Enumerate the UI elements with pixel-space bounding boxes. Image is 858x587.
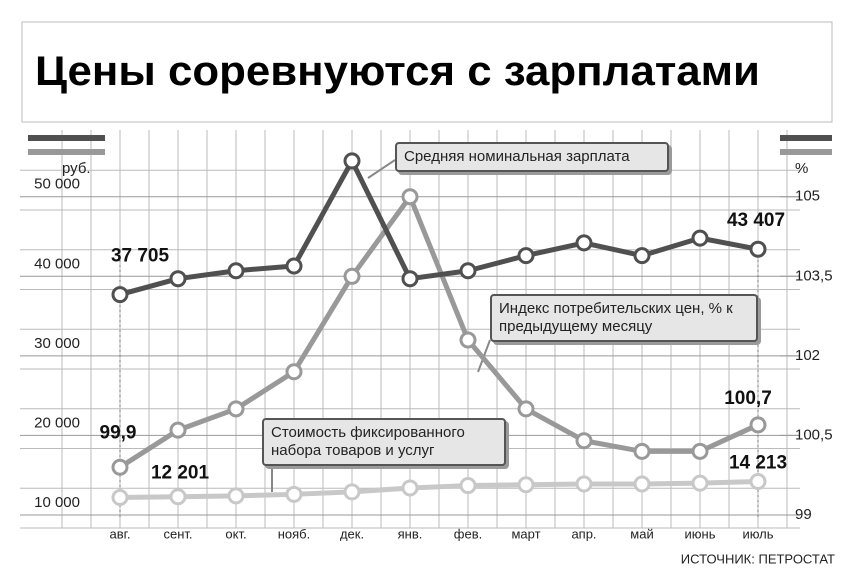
point	[111, 458, 129, 476]
y2-axis-label: %	[795, 160, 808, 177]
x-tick-label: дек.	[340, 526, 364, 541]
point	[227, 400, 245, 418]
point	[459, 262, 477, 280]
y2-tick-label: 100,5	[795, 426, 833, 443]
x-tick-label: авг.	[110, 526, 131, 541]
point	[575, 234, 593, 252]
value-label: 12 201	[151, 463, 210, 484]
y2-tick-label: 102	[795, 347, 820, 364]
connector	[367, 159, 396, 179]
legend-entry: Индекс потребительских цен, % к предыдущ…	[490, 294, 758, 342]
value-label: 37 705	[111, 246, 170, 267]
y-tick-label: 50 000	[34, 176, 80, 193]
point	[749, 416, 767, 434]
point	[691, 442, 709, 460]
point	[691, 229, 709, 247]
value-label: 14 213	[729, 452, 787, 473]
point	[633, 475, 651, 493]
point	[285, 485, 303, 503]
series-line	[119, 158, 759, 297]
y-axis-label: руб.	[62, 160, 91, 177]
value-label: 43 407	[727, 210, 785, 231]
point	[517, 476, 535, 494]
point	[517, 400, 535, 418]
point	[111, 286, 129, 304]
x-tick-label: май	[630, 526, 653, 541]
point	[169, 488, 187, 506]
point	[169, 270, 187, 288]
point	[459, 477, 477, 495]
value-label: 99,9	[100, 422, 137, 443]
point	[633, 247, 651, 265]
y-tick-label: 40 000	[34, 255, 80, 272]
x-tick-label: июль	[742, 526, 773, 541]
value-label: 100,7	[724, 388, 772, 409]
series-line	[118, 194, 760, 470]
point	[749, 472, 767, 490]
chart-title: Цены соревнуются с зарплатами	[35, 47, 760, 94]
source: ИСТОЧНИК: ПЕТРОСТАТ	[681, 551, 835, 566]
x-tick-label: сент.	[163, 526, 192, 541]
x-tick-label: апр.	[571, 526, 596, 541]
legend-entry: Стоимость фиксированного набора товаров …	[262, 418, 506, 466]
point	[401, 479, 419, 497]
y-tick-label: 20 000	[34, 414, 80, 431]
point	[575, 475, 593, 493]
point	[343, 483, 361, 501]
point	[285, 363, 303, 381]
point	[343, 152, 361, 170]
y-tick-label: 30 000	[34, 335, 80, 352]
title-box	[21, 21, 833, 123]
point	[111, 488, 129, 506]
point	[169, 421, 187, 439]
point	[401, 188, 419, 206]
series-line	[119, 478, 759, 500]
x-tick-label: окт.	[225, 526, 246, 541]
point	[227, 262, 245, 280]
point	[401, 270, 419, 288]
y2-tick-label: 99	[795, 506, 812, 523]
y-tick-label: 10 000	[34, 494, 80, 511]
point	[343, 267, 361, 285]
y2-tick-label: 105	[795, 188, 820, 205]
point	[227, 487, 245, 505]
x-tick-label: янв.	[398, 526, 423, 541]
x-tick-label: июнь	[685, 526, 716, 541]
x-tick-label: фев.	[454, 526, 482, 541]
point	[285, 257, 303, 275]
point	[575, 432, 593, 450]
point	[459, 331, 477, 349]
point	[633, 442, 651, 460]
x-tick-label: нояб.	[278, 526, 311, 541]
point	[749, 240, 767, 258]
point	[691, 474, 709, 492]
y2-tick-label: 103,5	[795, 267, 833, 284]
legend-entry: Средняя номинальная зарплата	[395, 142, 669, 172]
point	[517, 247, 535, 265]
x-tick-label: март	[511, 526, 540, 541]
